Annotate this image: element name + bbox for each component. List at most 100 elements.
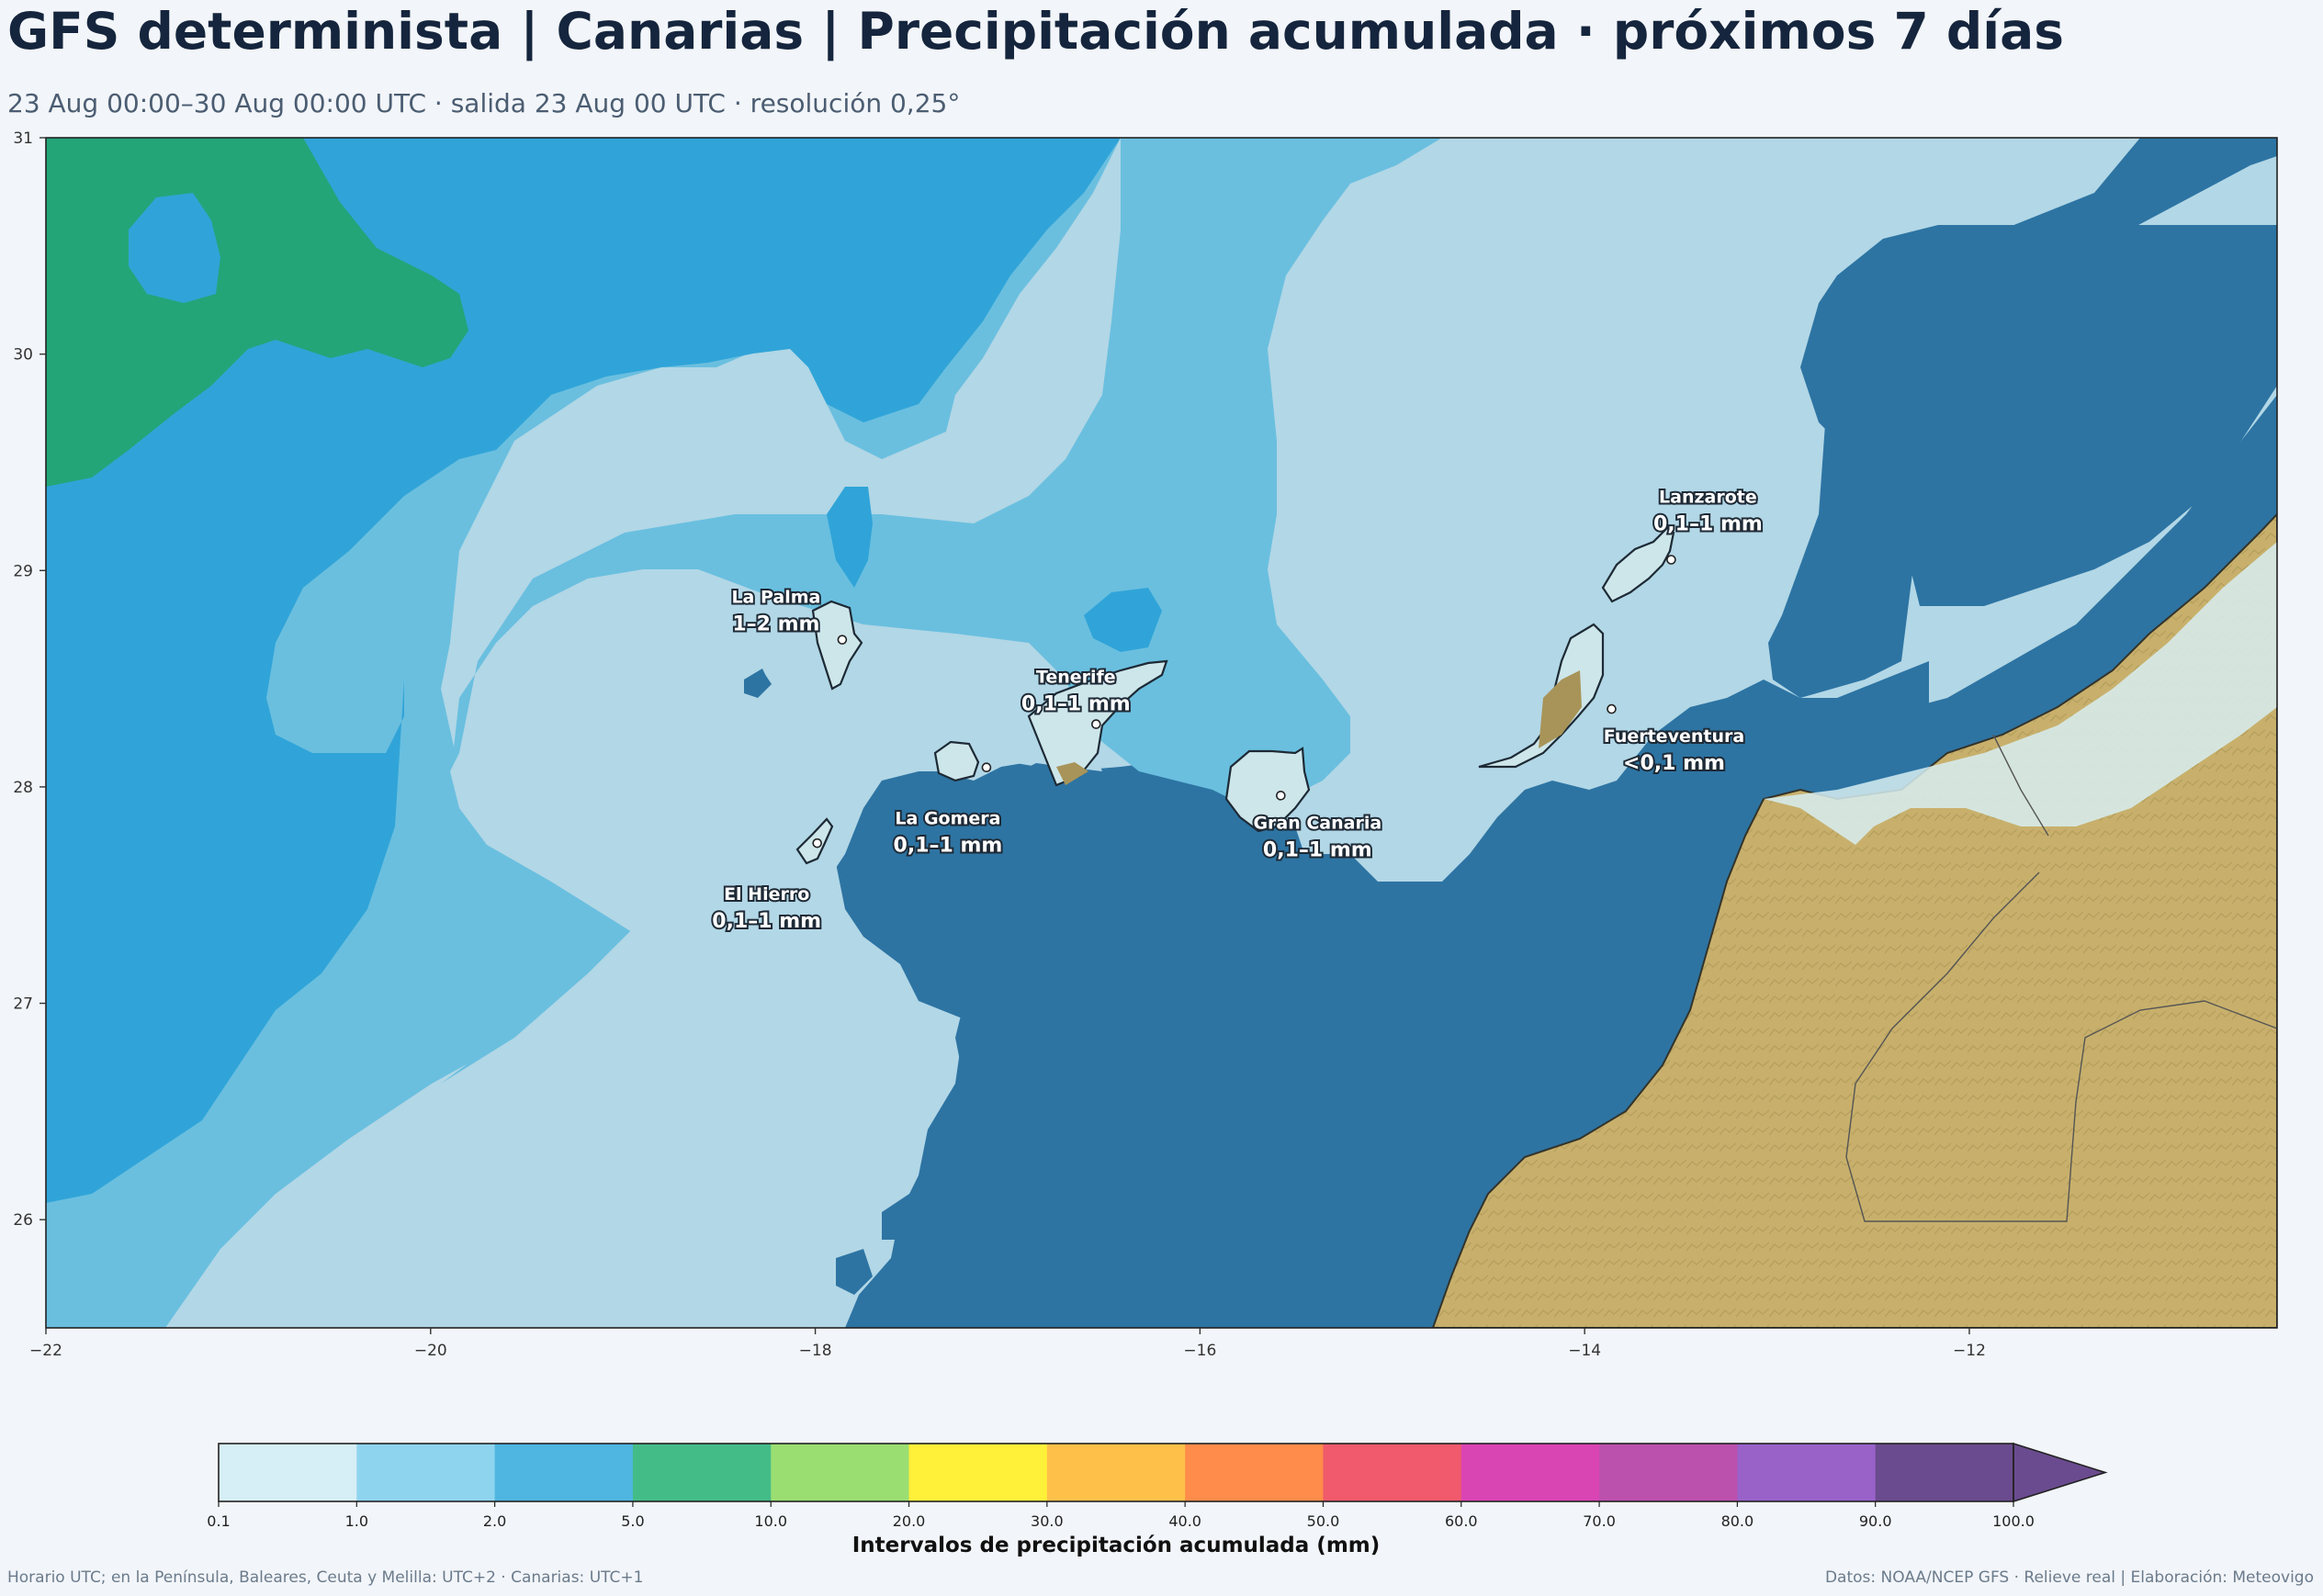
island-la-gomera [933,740,980,782]
island-value: 1–2 mm [732,613,819,636]
island-name: La Palma [731,588,820,608]
island-label-gran-canaria: Gran Canaria 0,1–1 mm [1251,791,1383,863]
colorbar-tick-label: 90.0 [1859,1512,1892,1530]
precip-band-mid-east [441,138,1442,1084]
precip-blob-b [1084,588,1162,652]
x-tick-label: −16 [1183,1342,1216,1360]
colorbar-swatch [219,1444,357,1501]
precip-band-light-west [220,569,1102,1328]
colorbar-tick-label: 20.0 [893,1512,926,1530]
colorbar-extend-arrow [2013,1442,2108,1503]
tenerife-relief [1056,762,1088,785]
map-frame [45,137,2278,1329]
y-tick-label: 31 [13,129,33,148]
colorbar-tick-label: 2.0 [483,1512,506,1530]
ocean-blob-ne [1800,225,2277,606]
x-tick-label: −14 [1568,1342,1601,1360]
ocean-patch-c [836,1249,873,1295]
island-marker [837,635,848,645]
colorbar-tick-label: 50.0 [1307,1512,1340,1530]
map-title: GFS determinista | Canarias | Precipitac… [7,2,2064,61]
ocean-patch-b [882,1194,928,1240]
island-name: Gran Canaria [1253,813,1381,833]
colorbar-swatch [771,1444,910,1501]
colorbar-swatch [908,1444,1048,1501]
island-label-la-palma: La Palma 1–2 mm [729,586,848,645]
island-marker [981,762,992,773]
colorbar-tick-label: 60.0 [1445,1512,1478,1530]
y-axis: 26 27 28 29 30 31 [13,129,46,1230]
colorbar: 0.1 1.0 2.0 5.0 10.0 20.0 30.0 40.0 50.0 60.0 70.0… [207,1442,2108,1530]
x-tick-label: −12 [1953,1342,1986,1360]
x-tick-label: −20 [414,1342,447,1360]
precip-blob-nw [129,193,220,303]
colorbar-frame [218,1443,2014,1502]
y-tick-label: 30 [13,346,33,365]
island-label-tenerife: Tenerife 0,1–1 mm [1020,666,1133,729]
island-value: 0,1–1 mm [894,835,1003,858]
colorbar-tick-label: 30.0 [1031,1512,1064,1530]
y-tick-label: 28 [13,779,33,797]
island-labels: La Palma 1–2 mm Tenerife 0,1–1 mm La Gomera 0… [710,485,1765,935]
island-name: La Gomera [895,809,1000,829]
africa-land [1431,512,2277,1328]
colorbar-swatch [1323,1444,1462,1501]
map-subtitle: 23 Aug 00:00–30 Aug 00:00 UTC · salida 2… [7,88,961,118]
island-gran-canaria [1224,747,1311,833]
colorbar-tick-label: 10.0 [754,1512,787,1530]
island-value: <0,1 mm [1623,752,1725,775]
colorbar-swatch [632,1444,772,1501]
island-la-palma [811,600,863,691]
island-label-el-hierro: El Hierro 0,1–1 mm [710,837,823,935]
colorbar-swatch [1185,1444,1324,1501]
island-value: 0,1–1 mm [1653,512,1763,535]
colorbar-tick-label: 0.1 [207,1512,230,1530]
island-marker [812,837,822,849]
colorbar-swatch [1046,1444,1186,1501]
island-value: 0,1–1 mm [712,910,821,933]
y-tick-label: 29 [13,562,33,580]
ocean-patch-a [992,1047,1121,1328]
colorbar-swatch [1875,1444,2014,1501]
colorbar-tick-label: 5.0 [621,1512,644,1530]
colorbar-tick-label: 40.0 [1168,1512,1201,1530]
x-axis: −22 −20 −18 −16 −14 −12 [29,1328,1986,1360]
colorbar-title: Intervalos de precipitación acumulada (m… [851,1534,1381,1557]
colorbar-tick-label: 1.0 [345,1512,368,1530]
colorbar-swatch [1460,1444,1600,1501]
island-value: 0,1–1 mm [1021,693,1131,716]
island-marker [1276,791,1286,801]
island-marker [1091,719,1101,729]
island-label-la-gomera: La Gomera 0,1–1 mm [892,762,1004,860]
border-line [1845,734,2277,1222]
colorbar-swatch [1737,1444,1877,1501]
colorbar-tick-label: 80.0 [1721,1512,1754,1530]
footer-timezone-note: Horario UTC; en la Península, Baleares, … [7,1568,644,1587]
footer-credits: Datos: NOAA/NCEP GFS · Relieve real | El… [1824,1568,2314,1587]
precip-blob-d [744,669,770,696]
colorbar-swatch [1599,1444,1738,1501]
fuerteventura-relief [1539,670,1582,748]
y-tick-label: 27 [13,995,33,1014]
island-name: Tenerife [1036,668,1116,688]
y-tick-label: 26 [13,1211,33,1230]
colorbar-swatch [494,1444,634,1501]
colorbar-tick-label: 70.0 [1583,1512,1616,1530]
island-label-lanzarote: Lanzarote 0,1–1 mm [1652,485,1765,565]
colorbar-tick-label: 100.0 [1992,1512,2035,1530]
island-value: 0,1–1 mm [1263,838,1372,861]
precip-blob-c [827,487,873,588]
x-tick-label: −18 [799,1342,832,1360]
island-label-fuerteventura: Fuerteventura <0,1 mm [1602,703,1746,777]
coastal-haze [1764,542,2277,845]
island-marker [1607,703,1617,714]
colorbar-swatch [356,1444,496,1501]
precip-band-blue [46,138,1121,1203]
island-name: Fuerteventura [1604,726,1744,747]
x-tick-label: −22 [29,1342,62,1360]
island-name: Lanzarote [1659,487,1757,507]
island-marker [1666,555,1676,565]
island-lanzarote [1601,526,1675,603]
island-name: El Hierro [724,884,809,905]
